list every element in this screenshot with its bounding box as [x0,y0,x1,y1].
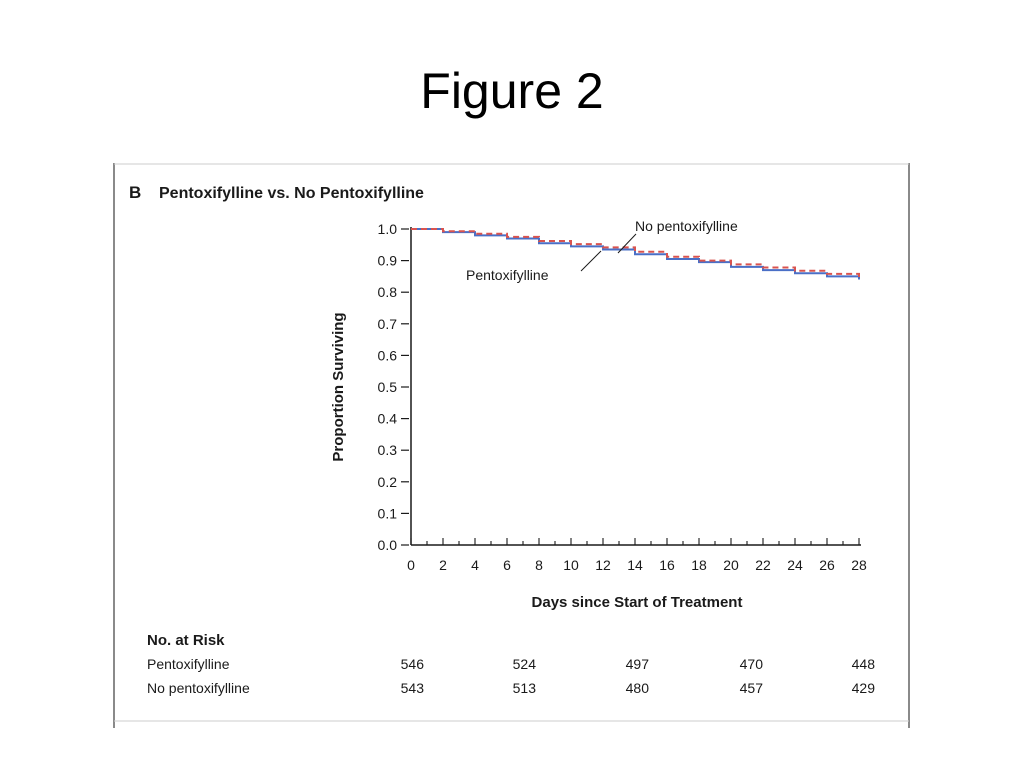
risk-values-layer: 546 524 497 470 448 543 513 480 457 429 [401,656,876,696]
annotation-no-pentoxifylline: No pentoxifylline [635,218,738,234]
x-tick-label: 24 [787,557,803,573]
x-tick-label: 22 [755,557,771,573]
risk-row-label-no-pentoxifylline: No pentoxifylline [147,680,250,696]
x-tick-label: 0 [407,557,415,573]
annotation-layer: No pentoxifylline Pentoxifylline [466,218,738,283]
y-tick-label: 1.0 [378,221,398,237]
x-tick-label: 8 [535,557,543,573]
risk-value-cell: 457 [740,680,764,696]
axes-layer: 0.00.10.20.30.40.50.60.70.80.91.00 2 4 6 8 10… [378,221,867,573]
survival-chart: B Pentoxifylline vs. No Pentoxifylline P… [113,163,910,728]
risk-value-cell: 429 [852,680,876,696]
x-tick-label: 20 [723,557,739,573]
y-tick-label: 0.2 [378,474,398,490]
risk-value-cell: 497 [626,656,650,672]
x-tick-label: 12 [595,557,611,573]
y-tick-label: 0.1 [378,505,398,521]
annotation-pentoxifylline: Pentoxifylline [466,267,549,283]
x-tick-label: 4 [471,557,479,573]
risk-table-header: No. at Risk [147,632,225,649]
y-tick-label: 0.9 [378,253,398,269]
chart-title: Pentoxifylline vs. No Pentoxifylline [159,185,424,202]
annotation-leader-pentoxifylline [580,250,602,272]
x-tick-label: 16 [659,557,675,573]
risk-value-cell: 513 [513,680,537,696]
series-line-no-pentoxifylline [411,228,860,278]
y-tick-label: 0.8 [378,284,398,300]
x-tick-label: 6 [503,557,511,573]
y-tick-label: 0.5 [378,379,398,395]
x-tick-label: 10 [563,557,579,573]
risk-row-label-pentoxifylline: Pentoxifylline [147,656,230,672]
risk-value-cell: 546 [401,656,425,672]
y-tick-label: 0.3 [378,442,398,458]
y-tick-label: 0.4 [378,411,398,427]
series-layer [411,228,860,280]
annotation-leader-no-pentoxifylline [617,233,637,254]
y-tick-label: 0.0 [378,537,398,553]
x-tick-label: 26 [819,557,835,573]
x-tick-label: 18 [691,557,707,573]
x-tick-label: 2 [439,557,447,573]
y-axis-label: Proportion Surviving [330,312,347,461]
x-axis-label: Days since Start of Treatment [532,594,743,611]
risk-value-cell: 543 [401,680,425,696]
panel-letter: B [129,183,141,202]
x-tick-label: 28 [851,557,867,573]
x-tick-label: 14 [627,557,643,573]
y-tick-label: 0.6 [378,347,398,363]
risk-value-cell: 480 [626,680,650,696]
risk-value-cell: 448 [852,656,876,672]
slide-title: Figure 2 [420,63,604,119]
y-tick-label: 0.7 [378,316,398,332]
risk-value-cell: 470 [740,656,764,672]
risk-value-cell: 524 [513,656,537,672]
figure-panel: B Pentoxifylline vs. No Pentoxifylline P… [113,163,910,728]
